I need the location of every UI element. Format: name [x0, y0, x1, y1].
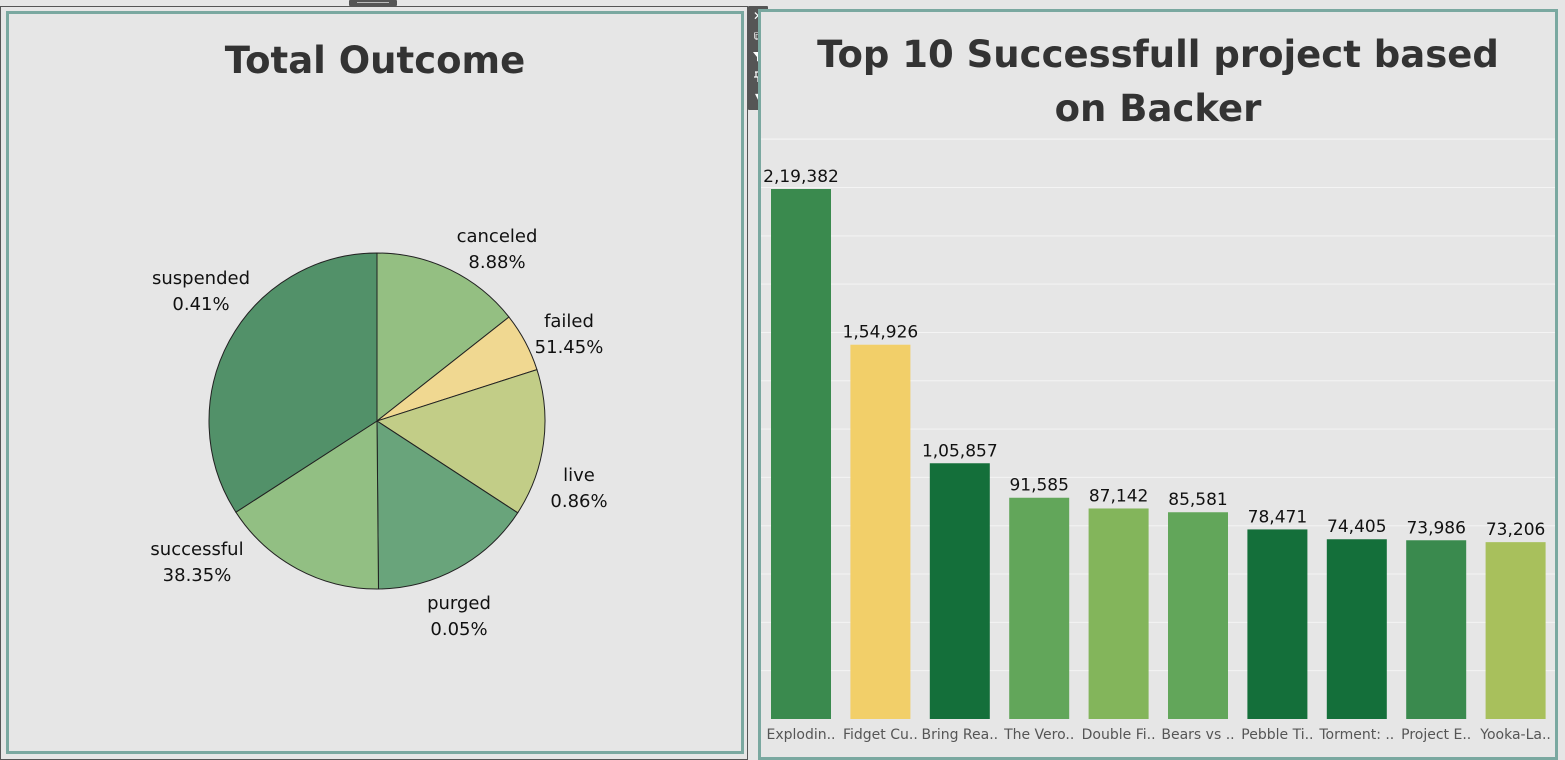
pie-slice-purged[interactable]: [376, 420, 519, 590]
bar-chart-title: Top 10 Successfull project based on Back…: [817, 33, 1499, 130]
bar-value-label-3: 1,05,857: [922, 441, 998, 461]
x-tick-label-7: Pebble Ti..: [1241, 727, 1313, 743]
pie-value-successful: 38.35%: [163, 565, 232, 586]
bar-8[interactable]: [1326, 539, 1387, 719]
pie-slice-live[interactable]: [375, 368, 546, 514]
pie-label-failed: failed: [544, 311, 594, 332]
bar-9[interactable]: [1406, 540, 1467, 719]
pie-value-live: 0.86%: [550, 491, 607, 512]
pie-value-canceled: 8.88%: [468, 252, 525, 273]
bar-value-label-6: 85,581: [1168, 490, 1227, 510]
bar-value-label-1: 2,19,382: [763, 167, 839, 187]
x-tick-label-4: The Vero..: [1003, 727, 1074, 743]
bar-value-label-2: 1,54,926: [843, 323, 919, 343]
bar-10[interactable]: [1485, 542, 1546, 719]
pie-chart: canceled 8.88% failed 51.45% live 0.86% purged…: [150, 226, 607, 640]
x-tick-label-6: Bears vs ..: [1161, 727, 1234, 743]
pie-value-failed: 51.45%: [535, 337, 604, 358]
pie-slice-successful[interactable]: [235, 420, 379, 590]
bar-1[interactable]: [771, 189, 831, 719]
bar-5[interactable]: [1088, 508, 1149, 719]
pie-slice-canceled[interactable]: [376, 252, 510, 423]
x-tick-label-2: Fidget Cu..: [843, 727, 918, 743]
bar-value-label-9: 73,986: [1406, 518, 1465, 538]
pie-slice-suspended[interactable]: [208, 252, 378, 513]
x-tick-label-3: Bring Rea..: [921, 727, 998, 743]
x-tick-label-9: Project E..: [1401, 727, 1471, 743]
bar-value-label-4: 91,585: [1009, 476, 1068, 496]
bar-value-label-8: 74,405: [1327, 517, 1386, 537]
bar-chart: 2,19,382 Explodin.. 1,54,926 Fidget Cu.. 1,0…: [761, 138, 1555, 743]
pie-value-purged: 0.05%: [430, 619, 487, 640]
bar-chart-panel[interactable]: Top 10 Successfull project based on Back…: [758, 9, 1558, 760]
x-tick-label-5: Double Fi..: [1082, 727, 1156, 743]
pie-label-successful: successful: [150, 539, 243, 560]
popout-icon[interactable]: ⧉: [748, 26, 768, 46]
bar-2[interactable]: [850, 344, 911, 719]
bar-6[interactable]: [1168, 512, 1228, 719]
bar-4[interactable]: [1009, 497, 1070, 719]
drag-handle[interactable]: [349, 0, 397, 6]
pie-label-suspended: suspended: [152, 268, 250, 289]
pie-label-canceled: canceled: [457, 226, 538, 247]
x-tick-label-10: Yooka-La..: [1479, 727, 1551, 743]
pie-chart-title: Total Outcome: [224, 39, 526, 82]
bar-value-label-10: 73,206: [1486, 520, 1545, 540]
pie-label-live: live: [563, 465, 595, 486]
x-tick-label-8: Torment: ..: [1318, 727, 1394, 743]
pie-value-suspended: 0.41%: [172, 294, 229, 315]
bar-7[interactable]: [1247, 529, 1308, 719]
bar-value-label-5: 87,142: [1089, 486, 1148, 506]
bar-value-label-7: 78,471: [1248, 507, 1307, 527]
pie-label-purged: purged: [427, 593, 491, 614]
bar-3[interactable]: [929, 463, 990, 719]
x-tick-label-1: Explodin..: [766, 727, 835, 743]
pie-chart-panel[interactable]: Total Outcome canceled 8.88% failed 51.45% l…: [6, 11, 744, 754]
